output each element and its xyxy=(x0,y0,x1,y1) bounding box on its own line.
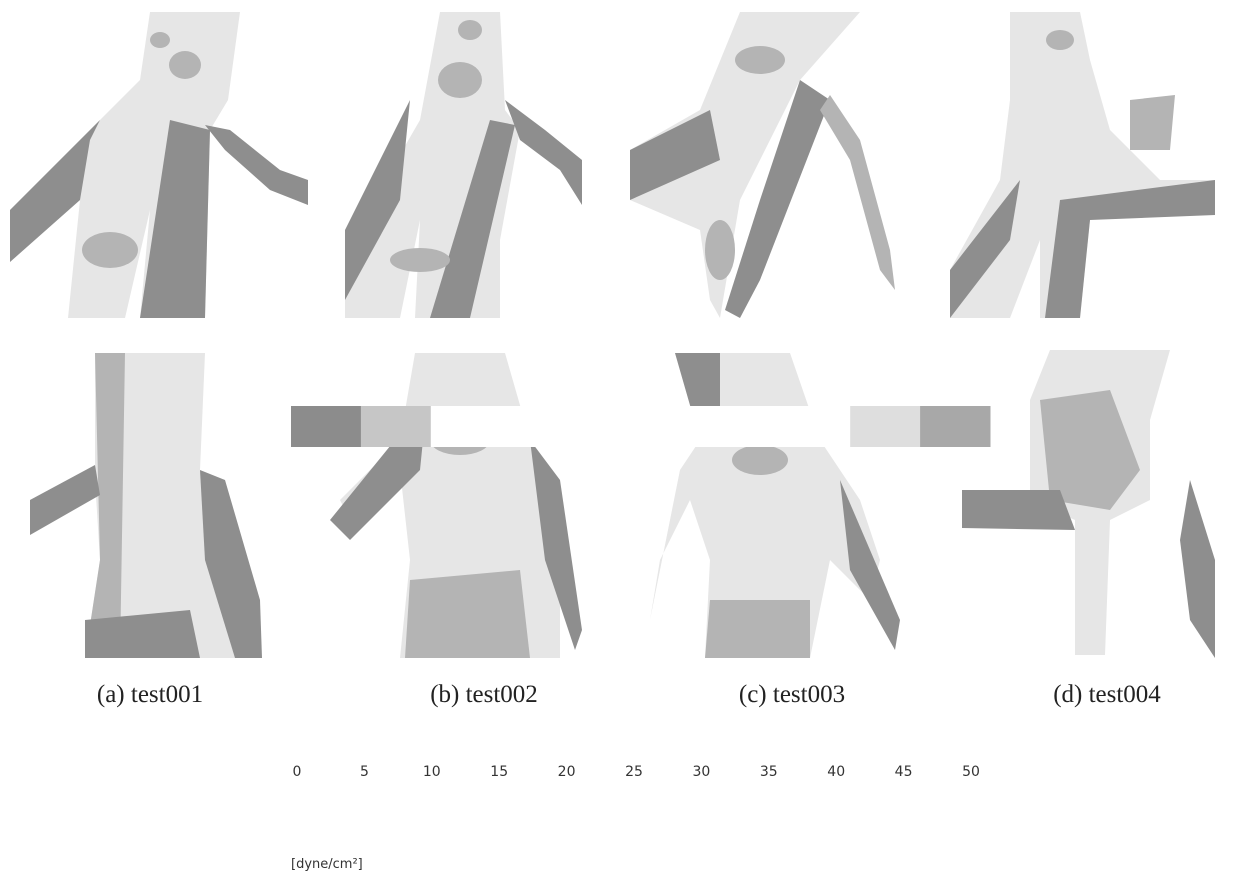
caption: (d) test004 xyxy=(1053,681,1161,708)
color-segment xyxy=(431,406,501,447)
color-segment xyxy=(780,406,850,447)
legend-tick-label: 30 xyxy=(692,764,710,780)
caption: (c) test003 xyxy=(739,681,845,708)
color-segment xyxy=(361,406,431,447)
figure: (a) test001 (b) test002 (c) test003 (d) … xyxy=(0,0,1236,882)
render-d-bottom xyxy=(962,350,1215,658)
legend-tick-label: 15 xyxy=(490,764,508,780)
render-c-bottom xyxy=(650,353,900,658)
legend-tick-label: 10 xyxy=(423,764,441,780)
legend-tick-label: 45 xyxy=(895,764,913,780)
color-segment xyxy=(920,406,990,447)
color-segment xyxy=(501,406,571,447)
render-c-top xyxy=(630,12,895,318)
color-segment xyxy=(291,406,361,447)
legend-tick-label: 35 xyxy=(760,764,778,780)
color-segment xyxy=(710,406,780,447)
render-b-top xyxy=(345,12,582,318)
legend-tick-label: 40 xyxy=(827,764,845,780)
legend-tick-label: 5 xyxy=(360,764,369,780)
color-segment xyxy=(571,406,641,447)
legend-tick-label: 0 xyxy=(293,764,302,780)
render-a-bottom xyxy=(30,353,262,658)
render-d-top xyxy=(950,12,1215,318)
caption: (a) test001 xyxy=(97,681,203,708)
render-a-top xyxy=(10,12,308,318)
legend-tick-label: 50 xyxy=(962,764,980,780)
captions: (a) test001 (b) test002 (c) test003 (d) … xyxy=(97,681,1161,708)
color-segment xyxy=(641,406,711,447)
caption: (b) test002 xyxy=(430,681,538,708)
render-b-bottom xyxy=(330,353,582,658)
legend-tick-label: 20 xyxy=(558,764,576,780)
legend-tick-label: 25 xyxy=(625,764,643,780)
legend-unit: [dyne/cm²] xyxy=(291,857,363,872)
color-segment xyxy=(850,406,920,447)
